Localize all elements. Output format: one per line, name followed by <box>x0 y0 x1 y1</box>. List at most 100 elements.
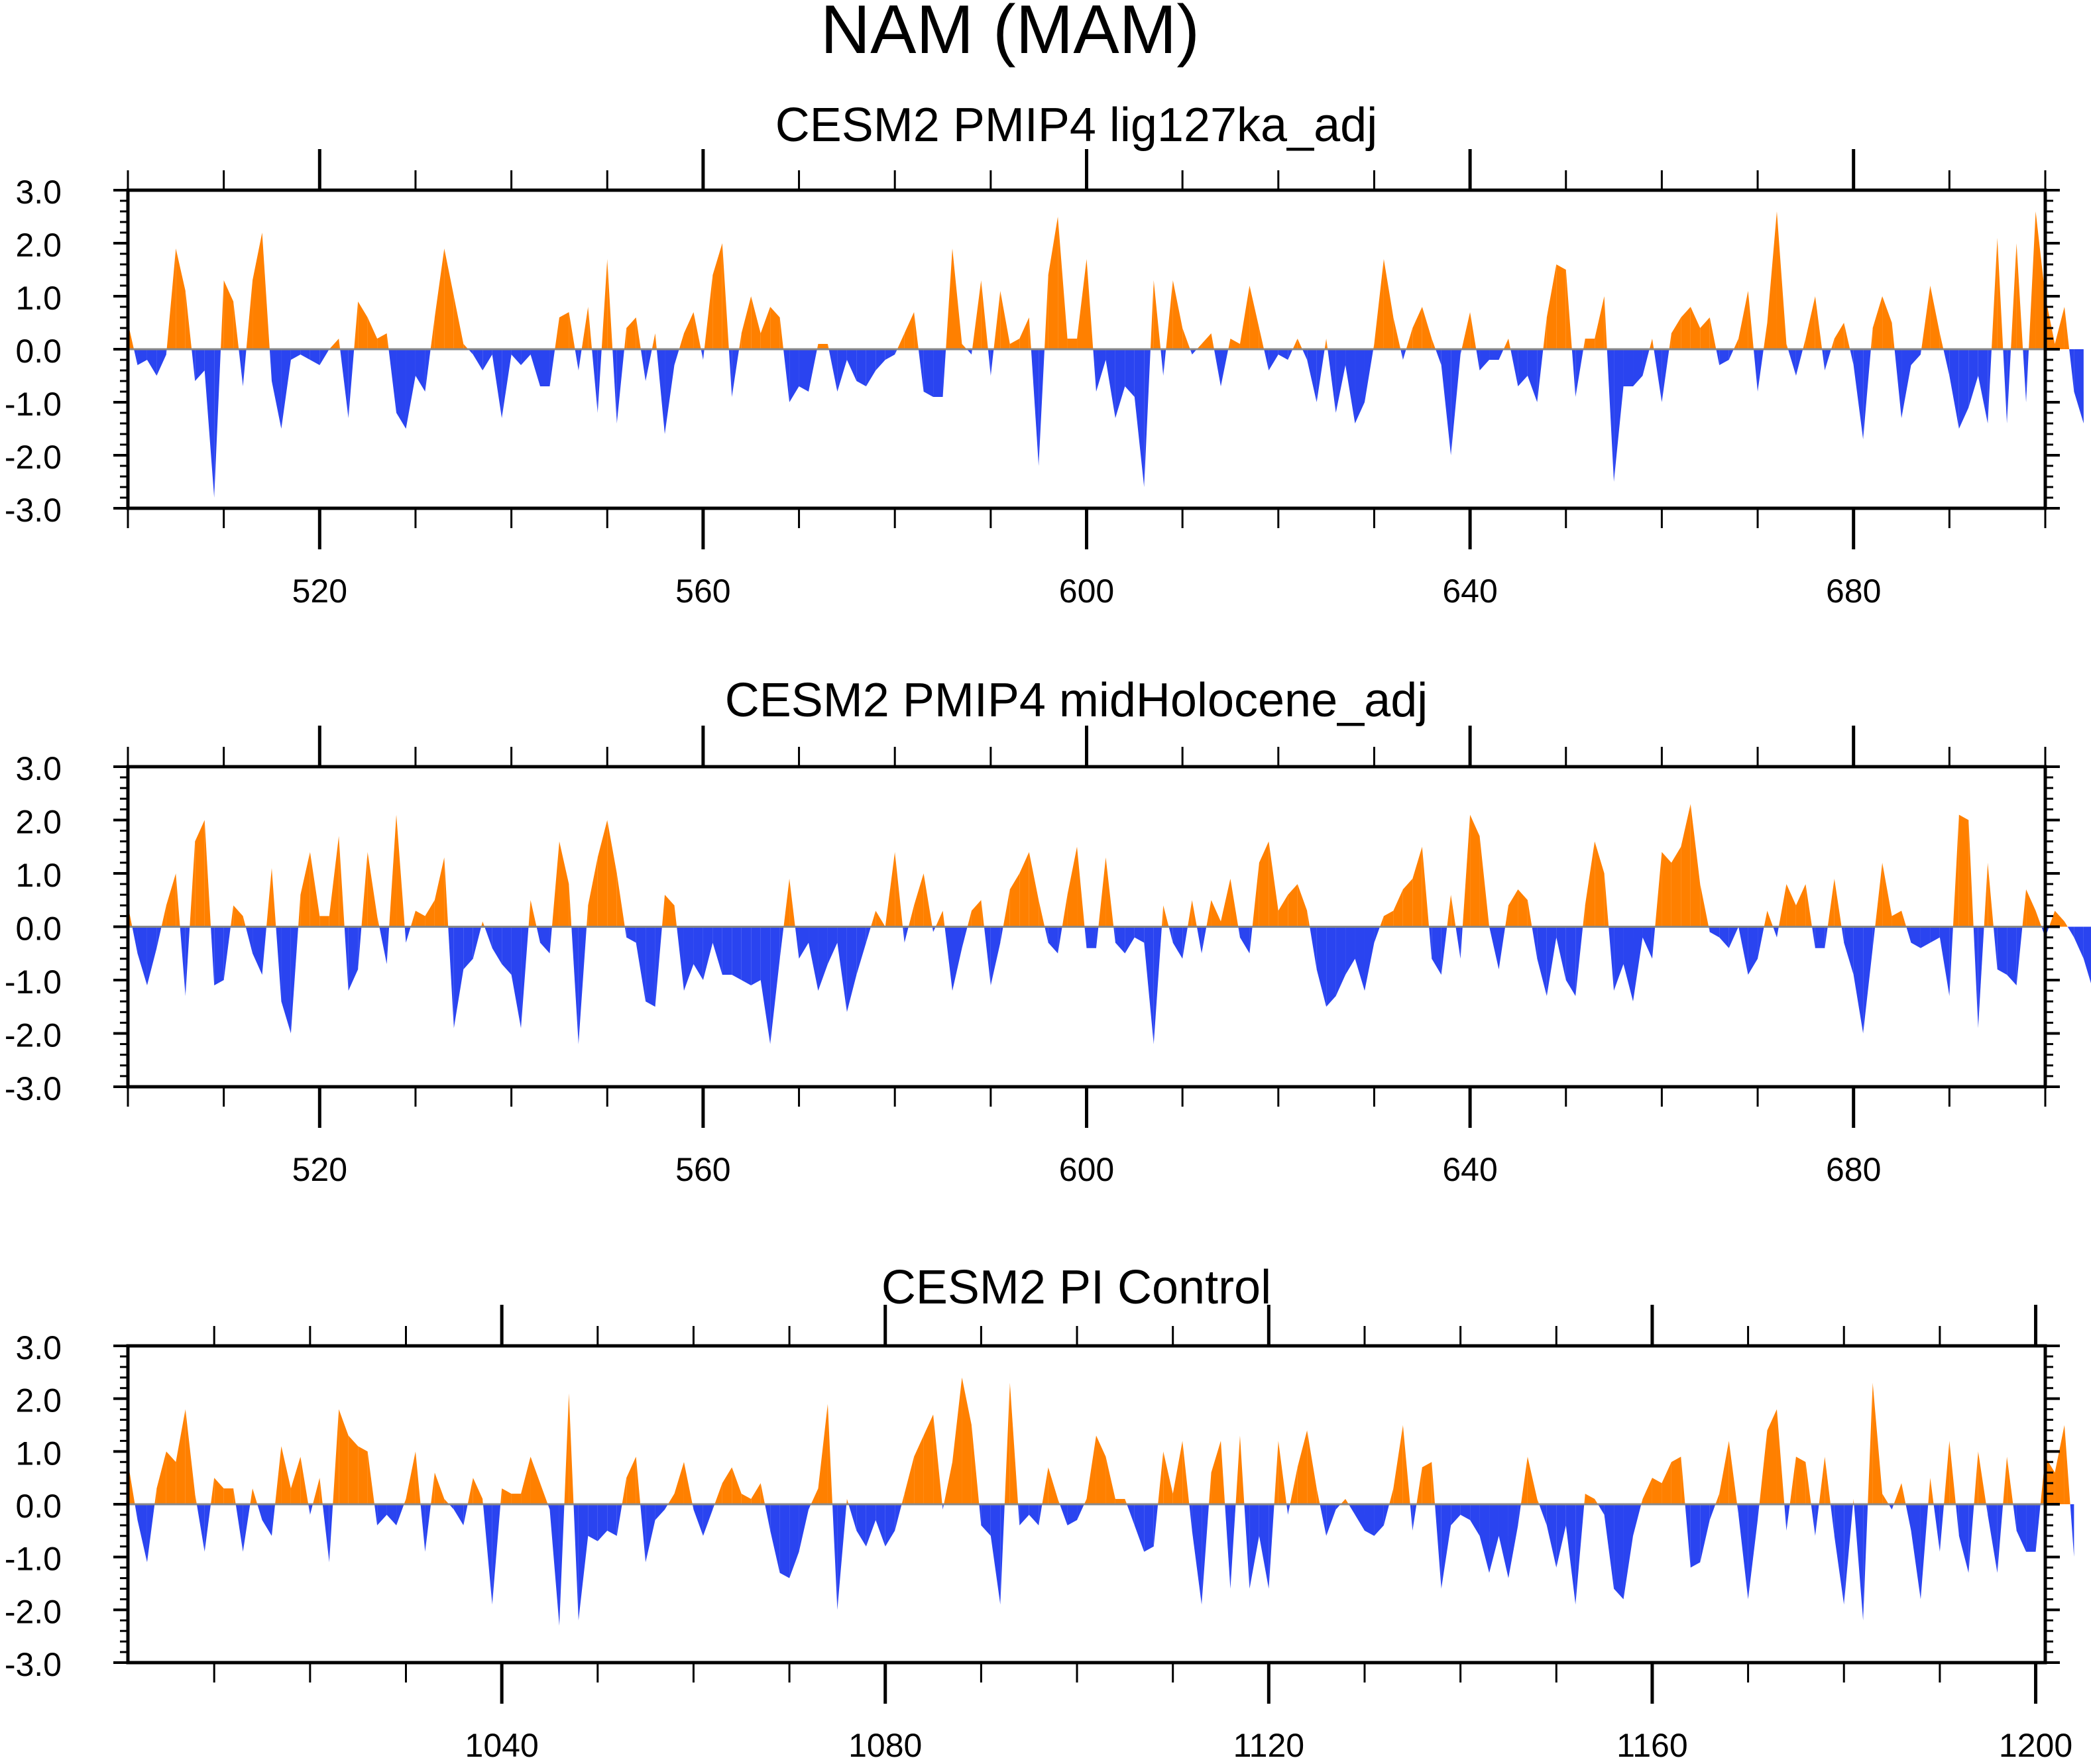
positive-anomaly-area <box>1230 339 1240 349</box>
negative-anomaly-area <box>239 349 243 386</box>
negative-anomaly-area <box>1489 1504 1499 1573</box>
negative-anomaly-area <box>1460 926 1463 959</box>
negative-anomaly-area <box>1489 926 1499 969</box>
positive-anomaly-area <box>290 1457 301 1504</box>
negative-anomaly-area <box>1335 1504 1341 1510</box>
negative-anomaly-area <box>832 1504 838 1610</box>
negative-anomaly-area <box>876 349 885 370</box>
positive-anomaly-area <box>511 1494 522 1504</box>
positive-anomaly-area <box>569 1393 574 1504</box>
negative-anomaly-area <box>1728 926 1739 948</box>
negative-anomaly-area <box>1863 1504 1868 1621</box>
negative-anomaly-area <box>1784 1504 1787 1531</box>
positive-anomaly-area <box>1324 339 1327 349</box>
positive-anomaly-area <box>1767 1409 1777 1504</box>
positive-anomaly-area <box>1239 286 1250 349</box>
negative-anomaly-area <box>1565 1504 1576 1605</box>
positive-anomaly-area <box>1767 211 1777 349</box>
negative-anomaly-area <box>185 926 190 997</box>
positive-anomaly-area <box>626 317 636 349</box>
panel-1-title: CESM2 PMIP4 lig127ka_adj <box>775 99 1377 152</box>
positive-anomaly-area <box>1161 905 1164 927</box>
positive-anomaly-area <box>298 895 301 927</box>
positive-anomaly-area <box>1952 814 1959 927</box>
positive-anomaly-area <box>1402 1425 1410 1504</box>
negative-anomaly-area <box>204 1504 211 1552</box>
positive-anomaly-area <box>1825 1457 1831 1504</box>
negative-anomaly-area <box>1654 349 1662 402</box>
positive-anomaly-area <box>339 1409 349 1504</box>
positive-anomaly-area <box>1422 307 1432 349</box>
positive-anomaly-area <box>551 841 559 927</box>
negative-anomaly-area <box>1700 1504 1710 1563</box>
positive-anomaly-area <box>1527 1457 1538 1504</box>
positive-anomaly-area <box>1150 280 1154 349</box>
negative-anomaly-area <box>1451 1504 1461 1525</box>
negative-anomaly-area <box>751 926 761 986</box>
positive-anomaly-area <box>434 1472 445 1504</box>
positive-anomaly-area <box>1462 814 1471 927</box>
negative-anomaly-area <box>966 349 972 355</box>
negative-anomaly-area <box>1834 1504 1844 1605</box>
negative-anomaly-area <box>1633 349 1643 386</box>
negative-anomaly-area <box>571 926 579 1044</box>
negative-anomaly-area <box>1355 349 1365 423</box>
positive-anomaly-area <box>923 873 932 927</box>
negative-anomaly-area <box>1532 926 1538 959</box>
negative-anomaly-area <box>1402 349 1406 360</box>
negative-anomaly-area <box>1364 349 1374 402</box>
positive-anomaly-area <box>481 921 483 927</box>
chart-panel-1: CESM2 PMIP4 lig127ka_adj 3.0 2.0 1.0 0.0 -1.… <box>5 99 2084 610</box>
positive-anomaly-area <box>624 328 627 349</box>
negative-anomaly-area <box>646 926 655 1007</box>
negative-anomaly-area <box>1575 1504 1585 1605</box>
positive-anomaly-area <box>1158 1451 1164 1504</box>
negative-anomaly-area <box>1575 349 1584 397</box>
positive-anomaly-area <box>1447 895 1451 927</box>
positive-anomaly-area <box>473 1478 483 1504</box>
negative-anomaly-area <box>1086 926 1096 948</box>
positive-anomaly-area <box>952 248 962 349</box>
negative-anomaly-area <box>2074 926 2084 959</box>
negative-anomaly-area <box>2016 926 2023 986</box>
positive-anomaly-area <box>739 333 742 349</box>
negative-anomaly-area <box>809 349 817 392</box>
x-tick-label: 520 <box>292 1151 347 1188</box>
negative-anomaly-area <box>1709 926 1720 938</box>
negative-anomaly-area <box>1776 926 1779 938</box>
negative-anomaly-area <box>511 349 522 365</box>
positive-anomaly-area <box>1827 879 1835 927</box>
negative-anomaly-area <box>1539 1504 1547 1525</box>
x-tick-label: 1040 <box>465 1727 539 1761</box>
negative-anomaly-area <box>885 349 895 360</box>
positive-anomaly-area <box>1767 910 1774 927</box>
x-tick-label: 1200 <box>1999 1727 2072 1761</box>
positive-anomaly-area <box>1067 339 1078 349</box>
positive-anomaly-area <box>827 344 829 349</box>
negative-anomaly-area <box>1498 1504 1508 1578</box>
negative-anomaly-area <box>1153 1504 1159 1547</box>
negative-anomaly-area <box>1537 349 1544 402</box>
negative-anomaly-area <box>1939 926 1950 997</box>
negative-anomaly-area <box>1144 1504 1154 1552</box>
positive-anomaly-area <box>154 1488 157 1504</box>
positive-anomaly-area <box>329 836 339 927</box>
negative-anomaly-area <box>1093 349 1096 392</box>
positive-anomaly-area <box>818 344 828 349</box>
panel-3-title: CESM2 PI Control <box>881 1261 1271 1314</box>
y-tick-label: 2.0 <box>15 1382 62 1419</box>
positive-anomaly-area <box>1373 344 1375 349</box>
negative-anomaly-area <box>1853 349 1864 439</box>
positive-anomaly-area <box>962 344 967 349</box>
negative-anomaly-area <box>1168 926 1173 943</box>
y-tick-label: -2.0 <box>5 439 62 476</box>
positive-anomaly-area <box>760 307 771 349</box>
negative-anomaly-area <box>406 926 411 943</box>
negative-anomaly-area <box>1039 1504 1043 1525</box>
x-tick-label: 600 <box>1059 1151 1114 1188</box>
negative-anomaly-area <box>1905 1504 1911 1531</box>
negative-anomaly-area <box>1058 926 1062 954</box>
negative-anomaly-area <box>1844 1504 1853 1605</box>
negative-anomaly-area <box>1853 926 1864 1034</box>
negative-anomaly-area <box>612 349 617 423</box>
